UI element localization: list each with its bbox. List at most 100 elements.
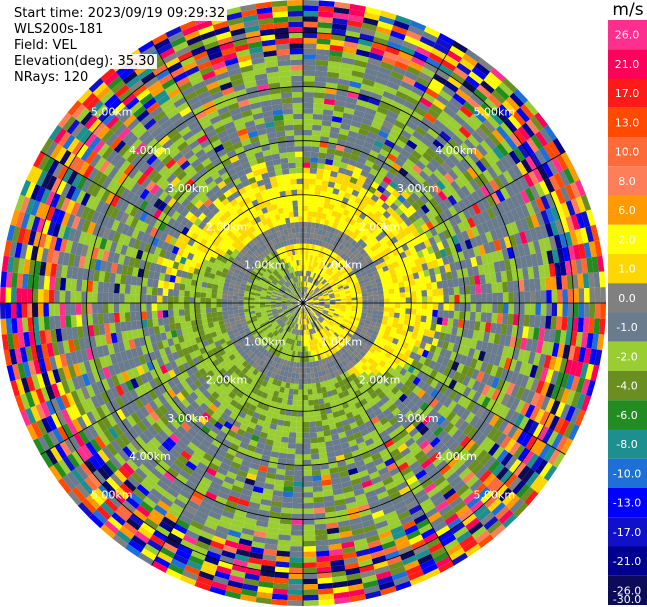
gate-cell (367, 295, 374, 300)
gate-cell (271, 310, 278, 314)
gate-cell (221, 303, 228, 308)
gate-cell (418, 523, 433, 535)
gate-cell (475, 465, 488, 479)
gate-cell (309, 173, 317, 180)
gate-cell (222, 314, 229, 320)
gate-cell (121, 330, 129, 342)
gate-cell (356, 308, 363, 313)
gate-cell (489, 413, 500, 427)
gate-cell (190, 423, 201, 434)
gate-cell (388, 75, 403, 86)
gate-cell (120, 321, 127, 332)
gate-cell (311, 292, 316, 297)
gate-cell (170, 527, 186, 540)
gate-cell (92, 422, 104, 436)
gate-cell (466, 96, 481, 110)
gate-cell (211, 457, 222, 467)
gate-cell (303, 64, 316, 71)
gate-cell (333, 277, 340, 283)
gate-cell (308, 299, 314, 302)
gate-cell (311, 383, 317, 390)
gate-cell (318, 298, 325, 301)
gate-cell (355, 179, 365, 188)
gate-cell (520, 374, 530, 389)
gate-cell (360, 83, 374, 93)
gate-cell (258, 575, 275, 583)
gate-cell (524, 303, 531, 315)
gate-cell (146, 440, 158, 453)
gate-cell (314, 529, 328, 536)
gate-cell (25, 346, 34, 362)
gate-cell (211, 303, 217, 308)
gate-cell (548, 235, 558, 251)
gate-cell (317, 282, 323, 288)
gate-cell (424, 276, 432, 284)
gate-cell (444, 436, 456, 449)
gate-cell (415, 361, 424, 371)
gate-cell (459, 311, 466, 320)
gate-cell (534, 182, 546, 198)
gate-cell (316, 319, 322, 325)
gate-cell (258, 509, 270, 517)
gate-cell (509, 181, 520, 195)
gate-cell (445, 325, 453, 335)
gate-cell (295, 438, 303, 444)
gate-cell (299, 319, 302, 325)
gate-cell (137, 526, 153, 539)
gate-cell (241, 360, 249, 368)
gate-cell (360, 428, 370, 437)
gate-cell (451, 428, 463, 441)
gate-cell (370, 550, 385, 560)
gate-cell (564, 260, 573, 276)
gate-cell (459, 105, 474, 119)
gate-cell (297, 329, 301, 336)
gate-cell (334, 345, 341, 352)
gate-cell (413, 81, 428, 93)
gate-cell (411, 164, 423, 175)
gate-cell (306, 324, 309, 330)
gate-cell (218, 375, 227, 384)
gate-cell (457, 319, 465, 329)
gate-cell (43, 316, 51, 331)
gate-cell (202, 372, 211, 382)
gate-cell (329, 305, 336, 309)
gate-cell (306, 294, 310, 299)
gate-cell (359, 88, 372, 98)
gate-cell (255, 371, 263, 378)
gate-cell (293, 486, 303, 493)
gate-cell (361, 146, 372, 155)
gate-cell (261, 391, 269, 399)
gate-cell (46, 342, 55, 357)
gate-cell (312, 295, 318, 299)
gate-cell (349, 80, 362, 89)
gate-cell (524, 363, 533, 377)
gate-cell (360, 219, 368, 228)
gate-cell (486, 115, 501, 130)
gate-cell (433, 331, 441, 340)
gate-cell (347, 14, 364, 23)
gate-cell (354, 270, 361, 276)
gate-cell (292, 328, 296, 335)
gate-cell (140, 548, 157, 561)
gate-cell (324, 304, 331, 306)
gate-cell (160, 332, 168, 341)
gate-cell (288, 437, 296, 444)
gate-cell (393, 266, 401, 273)
gate-cell (333, 205, 340, 213)
gate-cell (103, 323, 111, 335)
gate-cell (412, 211, 422, 221)
gate-cell (318, 263, 323, 270)
gate-cell (349, 421, 359, 430)
gate-cell (320, 185, 328, 192)
gate-cell (530, 213, 540, 228)
gate-cell (228, 353, 236, 361)
gate-cell (312, 393, 319, 400)
gate-cell (346, 348, 353, 356)
gate-cell (449, 496, 464, 509)
gate-cell (508, 291, 515, 303)
gate-cell (295, 323, 299, 330)
gate-cell (308, 249, 312, 255)
gate-cell (298, 378, 303, 385)
gate-cell (491, 312, 498, 324)
gate-cell (119, 393, 130, 406)
